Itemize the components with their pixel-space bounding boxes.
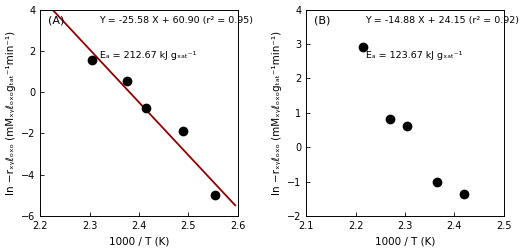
Point	[433, 180, 442, 184]
Y-axis label: ln −rₓᵧℓₒₓₒ (mMₓᵧℓₒₓₒgₜₐₜ⁻¹min⁻¹): ln −rₓᵧℓₒₓₒ (mMₓᵧℓₒₓₒgₜₐₜ⁻¹min⁻¹)	[5, 31, 15, 195]
Text: Y = -14.88 X + 24.15 (r² = 0.92): Y = -14.88 X + 24.15 (r² = 0.92)	[365, 16, 520, 25]
Text: (B): (B)	[314, 16, 330, 26]
Point	[179, 129, 188, 133]
Text: (A): (A)	[48, 16, 64, 26]
Point	[386, 117, 394, 121]
Text: Eₐ = 212.67 kJ gₓₐₜ⁻¹: Eₐ = 212.67 kJ gₓₐₜ⁻¹	[99, 51, 196, 60]
Point	[142, 106, 151, 110]
X-axis label: 1000 / T (K): 1000 / T (K)	[375, 236, 435, 246]
Point	[403, 124, 412, 128]
Text: Y = -25.58 X + 60.90 (r² = 0.95): Y = -25.58 X + 60.90 (r² = 0.95)	[99, 16, 254, 25]
X-axis label: 1000 / T (K): 1000 / T (K)	[109, 236, 169, 246]
Text: Eₐ = 123.67 kJ gₓₐₜ⁻¹: Eₐ = 123.67 kJ gₓₐₜ⁻¹	[365, 51, 462, 60]
Point	[460, 192, 469, 196]
Y-axis label: ln −rₓᵧℓₒₓₒ (mMₓᵧℓₒₓₒgₜₐₜ⁻¹min⁻¹): ln −rₓᵧℓₒₓₒ (mMₓᵧℓₒₓₒgₜₐₜ⁻¹min⁻¹)	[271, 31, 281, 195]
Point	[211, 193, 220, 197]
Point	[88, 58, 96, 62]
Point	[122, 79, 131, 83]
Point	[359, 45, 367, 49]
